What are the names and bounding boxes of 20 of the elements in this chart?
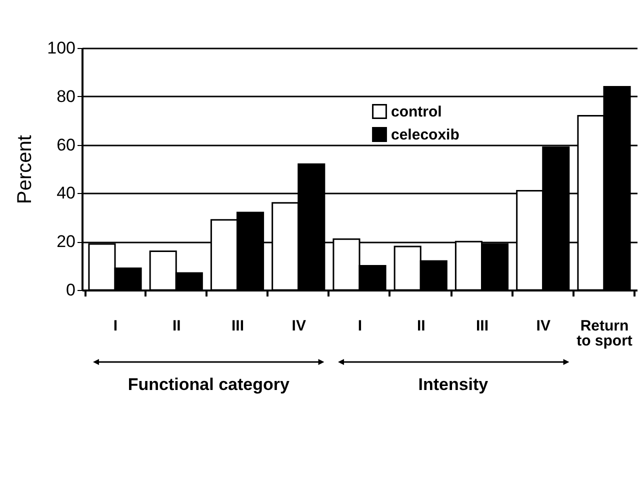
y-tick-label: 80 <box>56 86 76 106</box>
x-tick-label: II <box>416 318 426 334</box>
y-axis-title: Percent <box>14 134 36 204</box>
y-tick-label: 0 <box>66 280 76 300</box>
y-tick-label: 100 <box>47 38 76 58</box>
y-tick-label: 40 <box>56 184 76 203</box>
x-tick-label: IV <box>536 318 550 334</box>
x-tick-label: III <box>231 318 244 334</box>
legend-label: control <box>391 104 442 120</box>
text: Intensity <box>417 375 490 395</box>
x-tick-label: Return to sport <box>576 318 632 350</box>
x-tick-label: I <box>358 318 362 334</box>
x-tick-label: II <box>172 318 181 334</box>
legend-label: celecoxib <box>391 126 460 144</box>
x-tick-label: IV <box>292 318 306 334</box>
x-tick-label: III <box>476 318 489 334</box>
text: Functional category <box>126 375 290 395</box>
y-tick-label: 20 <box>56 232 76 252</box>
x-tick-label: I <box>113 318 118 334</box>
y-tick-label: 60 <box>56 135 76 154</box>
